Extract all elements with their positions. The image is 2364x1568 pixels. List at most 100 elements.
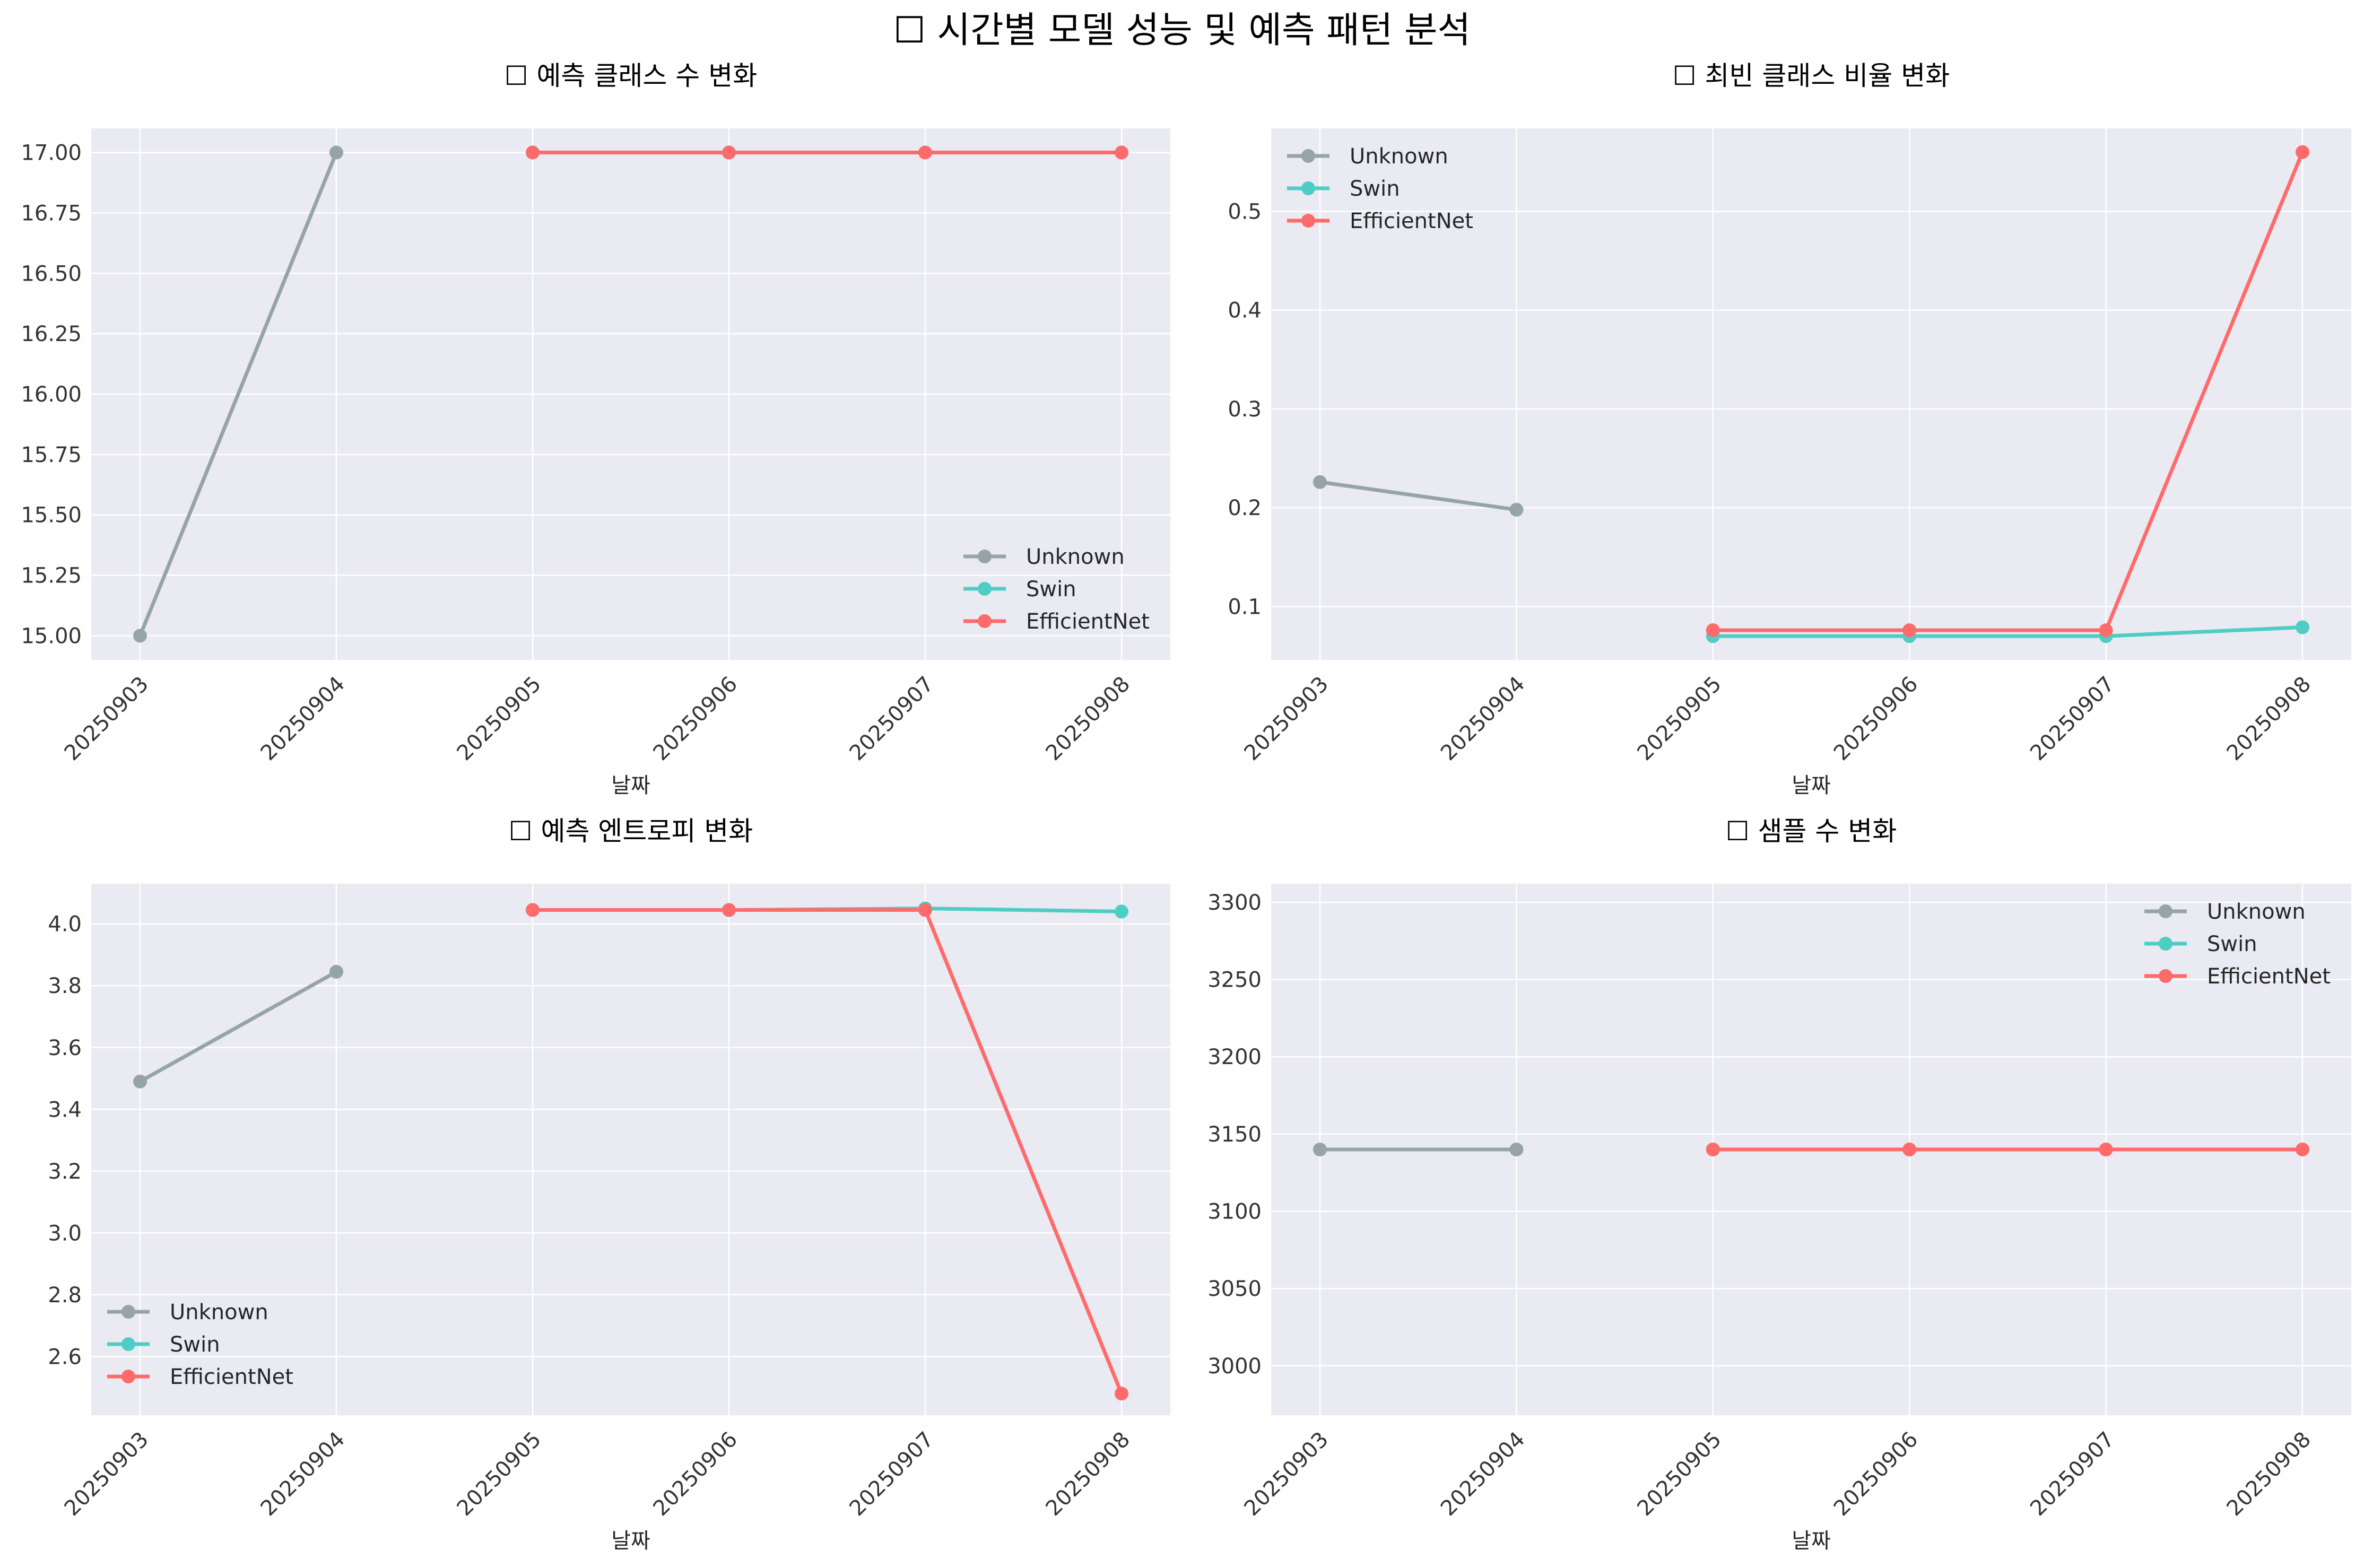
legend-marker-efficientnet (121, 1370, 135, 1383)
plot-area (91, 884, 1170, 1415)
y-tick-label: 15.50 (21, 503, 82, 528)
series-line-efficientnet (1713, 151, 2305, 632)
data-point-unknown (1509, 502, 1524, 517)
legend-marker-unknown (1301, 149, 1315, 163)
subplot-title: ☐ 예측 엔트로피 변화 (509, 816, 753, 847)
subplot-title: ☐ 샘플 수 변화 (1726, 816, 1897, 847)
y-tick-label: 3250 (1207, 968, 1262, 992)
data-point-efficientnet (722, 145, 736, 160)
x-tick-label: 20250905 (453, 1427, 546, 1521)
legend: Unknown Swin EfficientNet (963, 545, 1150, 634)
x-tick-label: 20250903 (60, 672, 153, 765)
subplot-title: ☐ 예측 클래스 수 변화 (505, 60, 757, 91)
y-tick-label: 0.3 (1228, 397, 1262, 422)
x-tick-label: 20250905 (453, 672, 546, 765)
x-tick-label: 20250907 (2026, 672, 2119, 765)
y-tick-label: 0.1 (1228, 595, 1262, 619)
legend-label-swin: Swin (170, 1332, 220, 1357)
y-tick-label: 3150 (1207, 1122, 1262, 1147)
series-line-efficientnet (533, 908, 1124, 1395)
legend: Unknown Swin EfficientNet (1287, 144, 1473, 233)
legend-marker-swin (2159, 937, 2172, 951)
chart-panel-3: 20250903 20250904 20250905 20250906 20250907… (48, 816, 1170, 1553)
y-tick-label: 16.50 (21, 262, 82, 286)
y-tick-label: 3050 (1207, 1277, 1262, 1301)
x-tick-label: 20250905 (1632, 1427, 1726, 1521)
series-line-unknown (1319, 480, 1517, 512)
x-tick-label: 20250908 (1041, 1427, 1135, 1521)
x-tick-label: 20250908 (2222, 672, 2316, 765)
y-tick-label: 3.8 (48, 974, 82, 998)
y-tick-label: 15.25 (21, 564, 82, 588)
series-line-unknown (139, 970, 337, 1083)
y-tick-label: 17.00 (21, 141, 82, 165)
legend-marker-efficientnet (978, 614, 992, 628)
chart-panel-1: 20250903 20250904 20250905 20250906 20250907… (21, 60, 1170, 798)
y-tick-label: 0.4 (1228, 299, 1262, 323)
x-axis-label: 날짜 (1792, 773, 1831, 798)
data-point-unknown (329, 145, 343, 160)
y-tick-label: 3300 (1207, 891, 1262, 915)
y-tick-label: 3.6 (48, 1036, 82, 1060)
data-point-unknown (1509, 1143, 1524, 1156)
legend-label-efficientnet: EfficientNet (2207, 964, 2331, 989)
x-tick-label: 20250906 (649, 672, 742, 765)
data-point-efficientnet (1115, 1387, 1128, 1401)
x-tick-label: 20250908 (1041, 672, 1135, 765)
x-tick-label: 20250907 (2026, 1427, 2119, 1521)
data-point-efficientnet (2296, 1143, 2309, 1156)
legend-label-swin: Swin (1350, 177, 1400, 201)
legend-label-efficientnet: EfficientNet (1026, 609, 1150, 634)
legend-label-unknown: Unknown (1350, 144, 1448, 169)
y-tick-label: 0.5 (1228, 199, 1262, 224)
y-tick-label: 15.00 (21, 624, 82, 648)
figure-title: ☐ 시간별 모델 성능 및 예측 패턴 분석 (893, 10, 1471, 51)
plot-area (1271, 128, 2351, 660)
series-line-unknown (138, 152, 338, 637)
data-point-efficientnet (526, 903, 540, 917)
y-tick-label: 3200 (1207, 1045, 1262, 1069)
x-tick-label: 20250904 (1436, 1427, 1529, 1521)
data-point-unknown (1313, 475, 1327, 489)
legend-marker-swin (121, 1337, 135, 1351)
chart-panel-2: 20250903 20250904 20250905 20250906 20250907… (1228, 60, 2351, 798)
x-axis-label: 날짜 (611, 1529, 650, 1553)
y-tick-label: 15.75 (21, 443, 82, 467)
legend: Unknown Swin EfficientNet (2144, 900, 2331, 989)
data-point-efficientnet (918, 145, 932, 160)
x-tick-label: 20250907 (845, 672, 938, 765)
y-tick-label: 16.25 (21, 322, 82, 346)
legend-marker-efficientnet (2159, 969, 2172, 983)
data-point-swin (1115, 904, 1128, 919)
y-tick-label: 2.6 (48, 1345, 82, 1369)
data-point-unknown (1313, 1143, 1327, 1156)
legend: Unknown Swin EfficientNet (107, 1300, 293, 1389)
legend-label-swin: Swin (2207, 932, 2257, 956)
legend-label-unknown: Unknown (170, 1300, 268, 1325)
x-tick-label: 20250907 (845, 1427, 938, 1521)
legend-marker-swin (978, 582, 992, 596)
chart-panel-4: 20250903 20250904 20250905 20250906 20250907… (1207, 816, 2351, 1553)
x-axis-label: 날짜 (611, 773, 650, 798)
data-point-efficientnet (1902, 623, 1917, 638)
y-tick-label: 2.8 (48, 1283, 82, 1308)
x-tick-label: 20250903 (60, 1427, 153, 1521)
data-point-efficientnet (1706, 1143, 1720, 1156)
data-point-efficientnet (526, 145, 540, 160)
series-line-swin (1713, 625, 2303, 638)
data-point-unknown (133, 629, 147, 643)
y-tick-label: 16.00 (21, 382, 82, 407)
y-tick-label: 3.0 (48, 1221, 82, 1245)
legend-label-swin: Swin (1026, 577, 1076, 602)
x-tick-label: 20250904 (1436, 672, 1529, 765)
legend-marker-swin (1301, 181, 1315, 195)
data-point-efficientnet (2099, 623, 2113, 638)
x-tick-label: 20250904 (256, 672, 350, 765)
x-tick-label: 20250906 (1829, 1427, 1923, 1521)
data-point-unknown (329, 965, 343, 979)
x-tick-label: 20250906 (1829, 672, 1923, 765)
y-tick-label: 3.2 (48, 1160, 82, 1184)
x-tick-label: 20250905 (1632, 672, 1726, 765)
x-tick-label: 20250903 (1240, 1427, 1333, 1521)
